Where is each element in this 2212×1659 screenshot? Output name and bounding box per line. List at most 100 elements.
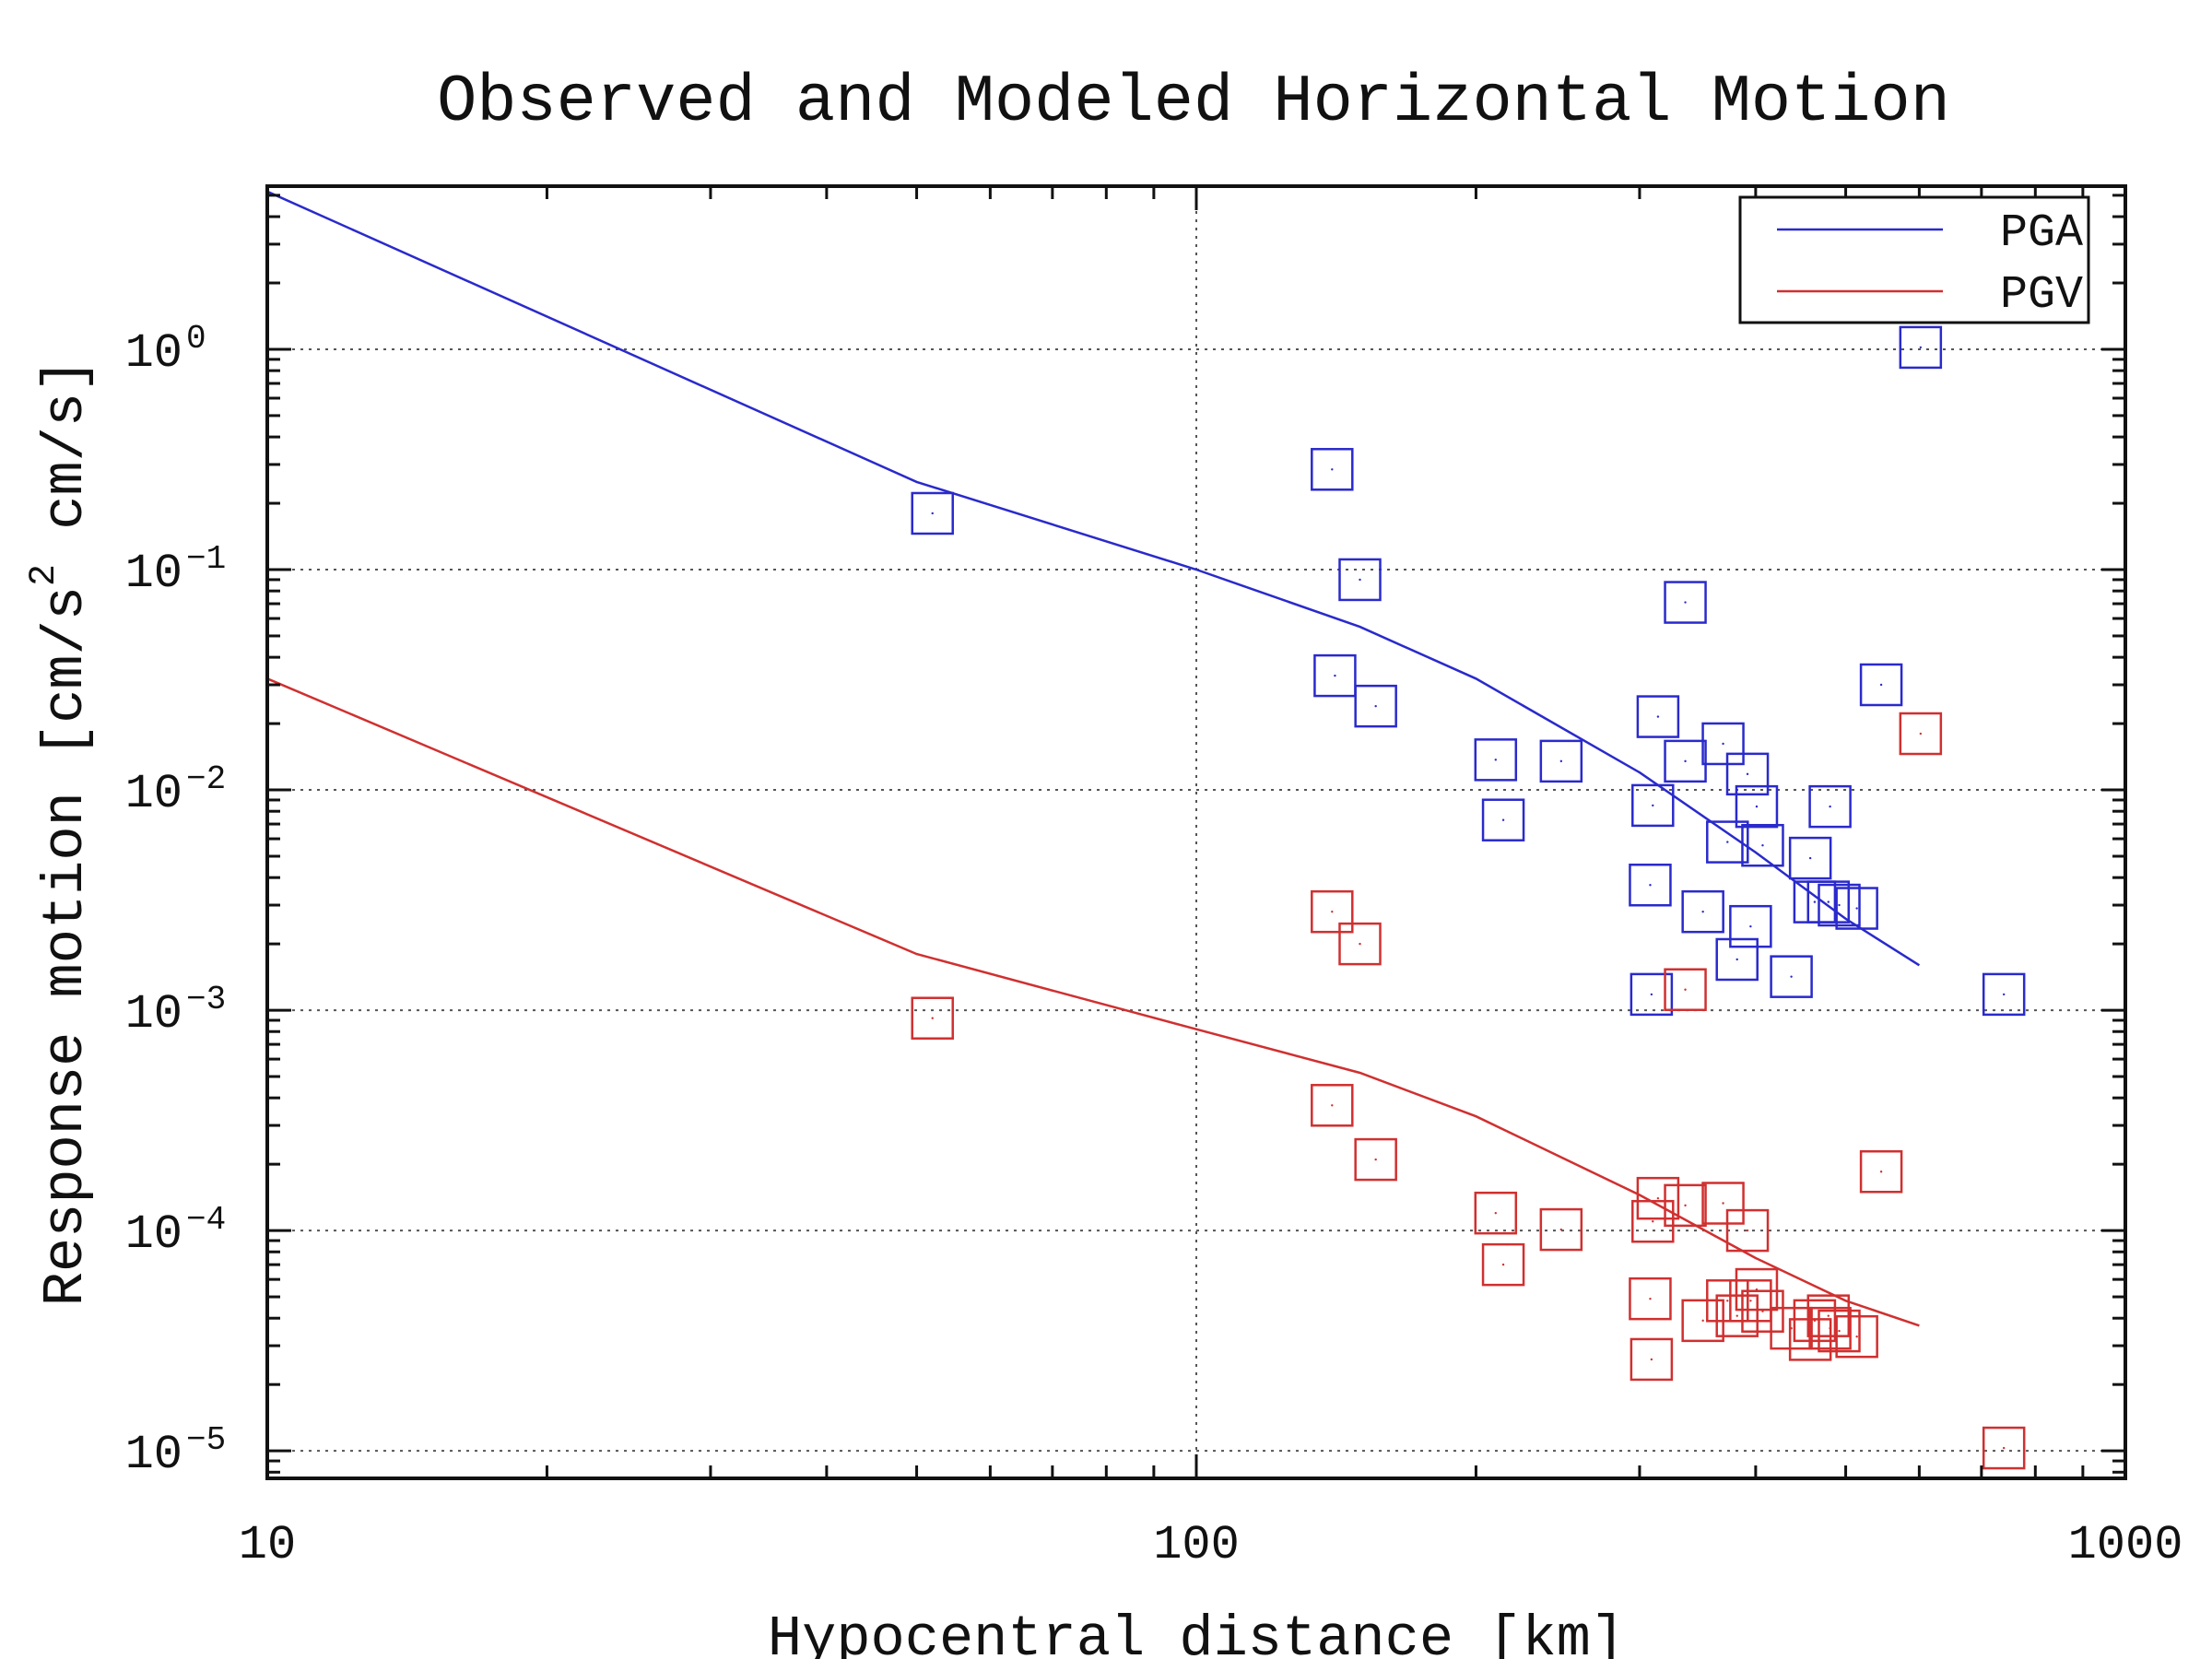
observed-point-center [1746,1229,1749,1232]
observed-point-pga [1631,783,1675,828]
observed-point-center [1359,578,1361,582]
observed-point-center [1755,805,1759,808]
observed-point-center [1701,910,1704,913]
observed-point-pgv [1629,1277,1672,1321]
x-axis-label: Hypocentral distance [km] [768,1606,1625,1659]
observed-point-center [1650,1358,1653,1361]
observed-point-pga [1338,558,1382,602]
observed-point-center [1684,759,1687,763]
y-tick-label: 10 [125,1428,182,1482]
observed-point-pga [1313,653,1357,698]
observed-point-pga [1354,684,1397,728]
model-lines [266,190,1921,1327]
observed-point-pga [1664,581,1707,624]
observed-point-center [1494,1211,1497,1215]
observed-point-center [1919,346,1923,349]
observed-point-center [1652,804,1654,807]
observed-point-pgv [1474,1191,1518,1235]
observed-point-center [1649,1297,1652,1300]
observed-point-center [1813,900,1817,903]
observed-point-pga [911,491,954,535]
observed-point-center [1652,1220,1654,1223]
observed-point-center [1735,958,1738,961]
observed-point-center [1746,772,1749,776]
observed-point-pgv [1630,1337,1674,1382]
observed-point-pgv [1701,1182,1745,1225]
observed-point-pga [1629,864,1672,907]
y-tick-label: 10 [125,767,182,821]
observed-point-pgv [1311,1084,1354,1127]
observed-point-center [1494,759,1497,761]
observed-point-center [1829,1326,1831,1330]
y-tick-exponent: 0 [186,320,206,358]
observed-point-pgv [1808,1306,1852,1350]
observed-point-center [1649,884,1652,887]
y-tick-label: 10 [125,326,182,381]
observed-point-pgv [1741,1289,1784,1333]
observed-point-center [1790,975,1793,978]
observed-point-center [1855,1335,1858,1338]
observed-point-center [1726,841,1729,843]
observed-point-pga [1735,784,1779,829]
observed-point-pga [1636,695,1680,738]
y-tick-exponent: −5 [186,1421,226,1459]
observed-point-pgv [1899,712,1943,756]
observed-point-pga [1681,889,1724,934]
y-tick-label: 10 [125,1207,182,1262]
y-tick-exponent: −2 [186,760,226,798]
observed-point-pga [1835,887,1878,930]
observed-point-center [1331,468,1334,471]
observed-point-pgv [1735,1267,1779,1312]
observed-point-center [1684,601,1687,604]
observed-point-pgv [1539,1207,1583,1252]
observed-point-pgv [1664,1183,1707,1228]
legend-label-pga: PGA [2000,207,2083,260]
observed-point-center [1684,1204,1687,1207]
observed-point-pga [1818,883,1861,927]
observed-point-center [1334,674,1336,677]
observed-point-pga [1664,739,1707,783]
observed-point-pga [1481,798,1525,841]
observed-point-center [1827,1314,1830,1317]
y-axis-label-main: Response motion [cm/s [33,586,99,1306]
y-axis-label-rest: cm/s] [33,359,99,564]
legend-box [1738,195,2090,324]
observed-point-pgv [1982,1426,2026,1470]
observed-point-pga [1770,955,1813,998]
y-tick-exponent: −4 [186,1201,226,1239]
observed-point-pga [1788,836,1832,880]
y-tick-label: 10 [125,547,182,601]
observed-point-center [1656,715,1660,718]
observed-point-pgv [1793,1299,1837,1343]
observed-point-center [1879,1171,1883,1173]
observed-point-center [1761,1310,1764,1312]
x-tick-label: 100 [1153,1518,1240,1572]
observed-point-pga [1706,820,1749,864]
x-tick-label: 10 [239,1518,296,1572]
observed-markers [911,325,2026,1470]
observed-point-center [1879,683,1883,687]
y-tick-exponent: −1 [186,540,226,578]
observed-point-pgv [1818,1309,1861,1353]
grid [267,186,2125,1478]
observed-point-pgv [911,996,954,1040]
observed-point-pga [1859,663,1903,707]
observed-point-center [1501,1263,1505,1266]
observed-point-pga [1982,972,2026,1017]
observed-point-pga [1701,722,1745,766]
observed-point-center [2002,1446,2006,1450]
observed-point-center [1761,844,1764,847]
observed-point-center [931,1017,934,1019]
observed-point-pga [1311,448,1354,491]
observed-point-center [1813,1319,1817,1323]
observed-point-center [1359,942,1361,946]
observed-point-pga [1474,738,1518,782]
observed-point-pgv [1338,922,1382,966]
observed-point-center [1701,1319,1704,1323]
observed-point-center [1827,900,1830,903]
observed-point-pga [1715,937,1759,982]
y-axis-label-superscript: 2 [24,564,65,586]
observed-point-pgv [1636,1176,1680,1220]
observed-point-pga [1725,752,1770,796]
